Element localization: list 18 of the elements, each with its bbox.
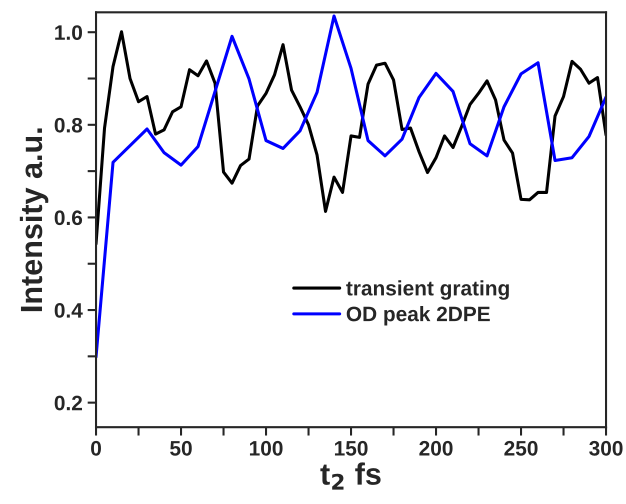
x-tick-label: 150 <box>334 440 368 456</box>
x-tick-label: 50 <box>170 440 192 456</box>
legend-label: OD peak 2DPE <box>346 306 490 326</box>
y-axis-title: Intensity a.u. <box>20 128 48 312</box>
y-tick-label: 0.8 <box>54 118 82 133</box>
y-tick-label: 0.6 <box>54 210 82 226</box>
y-tick-label: 0.4 <box>54 303 83 318</box>
legend-label: transient grating <box>346 280 509 300</box>
y-tick-label: 1.0 <box>55 25 82 40</box>
line-series <box>96 30 606 246</box>
x-tick-label: 100 <box>250 440 283 456</box>
x-tick-label: 0 <box>91 440 101 456</box>
x-axis-title: t$_{2}$ fs <box>320 462 381 490</box>
x-tick-label: 200 <box>419 440 453 456</box>
y-tick-label: 0.2 <box>54 396 82 410</box>
x-tick-label: 250 <box>504 440 538 456</box>
x-tick-label: 300 <box>589 440 623 456</box>
line-series <box>96 14 606 358</box>
